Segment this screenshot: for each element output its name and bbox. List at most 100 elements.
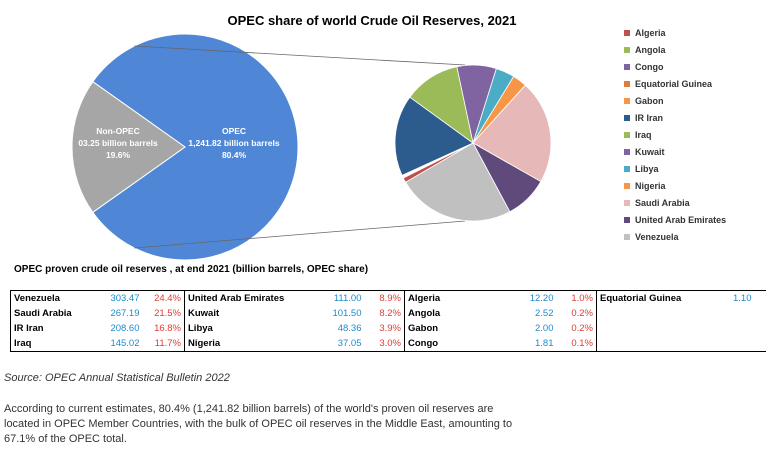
legend-item: Angola xyxy=(624,41,762,58)
chart-title: OPEC share of world Crude Oil Reserves, … xyxy=(227,13,516,28)
description-text: According to current estimates, 80.4% (1… xyxy=(4,403,513,445)
legend-item: Libya xyxy=(624,160,762,177)
source-note: Source: OPEC Annual Statistical Bulletin… xyxy=(4,372,230,384)
pie-slice-venezuela xyxy=(405,142,511,222)
cell-name: Libya xyxy=(188,323,213,334)
cell-name: IR Iran xyxy=(14,323,44,334)
connector-lines xyxy=(134,45,466,249)
main-pie xyxy=(71,33,299,261)
pie-slice-saudi-arabia xyxy=(472,84,552,183)
legend-swatch xyxy=(624,199,630,206)
cell-value: 2.00 xyxy=(535,323,554,334)
cell-name: Congo xyxy=(408,338,439,349)
legend-item: Algeria xyxy=(624,24,762,41)
cell-value: 48.36 xyxy=(337,323,362,334)
legend-swatch xyxy=(624,165,630,172)
pie-of-pie-chart: OPEC share of world Crude Oil Reserves, … xyxy=(71,13,552,261)
table-row: Iraq 145.02 11.7% Nigeria 37.05 3.0% Congo 1.81… xyxy=(11,336,766,352)
cell-name: Kuwait xyxy=(188,308,220,319)
legend-swatch xyxy=(624,46,630,53)
legend-swatch xyxy=(624,29,630,36)
cell-pct xyxy=(755,306,766,321)
cell-pct: 21.5% xyxy=(142,306,185,321)
cell-pct: 3.0% xyxy=(364,336,405,352)
legend-swatch xyxy=(624,63,630,70)
legend-label: Equatorial Guinea xyxy=(635,78,713,89)
data-label: Non-OPEC xyxy=(96,126,139,136)
cell-name: Iraq xyxy=(14,338,32,349)
legend-swatch xyxy=(624,97,630,104)
cell-value: 145.02 xyxy=(110,338,140,349)
legend-swatch xyxy=(624,233,630,240)
table-row: IR Iran 208.60 16.8% Libya 48.36 3.9% Gabon 2.0… xyxy=(11,321,766,336)
legend-item: IR Iran xyxy=(624,109,762,126)
legend-label: Saudi Arabia xyxy=(635,197,690,208)
cell-name: Venezuela xyxy=(14,293,60,304)
cell-name: Saudi Arabia xyxy=(14,308,72,319)
cell-pct: 24.4% xyxy=(142,290,185,306)
pie-slice-non-opec xyxy=(71,80,186,214)
cell-value xyxy=(713,321,755,336)
pie-slice-ir-iran xyxy=(394,96,474,176)
cell-value xyxy=(713,336,755,352)
data-label: 03.25 billion barrels xyxy=(78,138,158,148)
connector-line xyxy=(134,45,466,66)
cell-value: 37.05 xyxy=(337,338,362,349)
data-label: 19.6% xyxy=(106,150,131,160)
cell-name xyxy=(597,336,713,352)
cell-name: Equatorial Guinea xyxy=(600,293,682,304)
table-row: Venezuela 303.47 24.4% United Arab Emirates… xyxy=(11,290,766,307)
cell-pct: 11.7% xyxy=(142,336,185,352)
data-label: 80.4% xyxy=(222,150,247,160)
cell-value: 101.50 xyxy=(332,308,362,319)
legend-label: IR Iran xyxy=(635,112,664,123)
legend-swatch xyxy=(624,131,630,138)
opec-breakdown-pie xyxy=(394,64,552,222)
cell-pct: 8.2% xyxy=(364,306,405,321)
cell-value: 1.10 xyxy=(733,293,752,304)
cell-pct: 0.1% xyxy=(556,336,597,352)
cell-value: 12.20 xyxy=(529,293,554,304)
cell-name: Angola xyxy=(408,308,441,319)
legend-label: Nigeria xyxy=(635,180,666,191)
legend-item: Saudi Arabia xyxy=(624,194,762,211)
cell-name: Algeria xyxy=(408,293,441,304)
legend-label: Iraq xyxy=(635,129,652,140)
cell-pct: 8.9% xyxy=(364,290,405,306)
legend-label: Kuwait xyxy=(635,146,665,157)
legend-swatch xyxy=(624,80,630,87)
legend-item: Congo xyxy=(624,58,762,75)
legend-label: Venezuela xyxy=(635,231,679,242)
pie-slice-iraq xyxy=(409,66,474,144)
cell-name: United Arab Emirates xyxy=(188,293,285,304)
cell-pct xyxy=(755,321,766,336)
cell-value: 303.47 xyxy=(110,293,140,304)
cell-pct: 1.0% xyxy=(556,290,597,306)
data-label: 1,241.82 billion barrels xyxy=(188,138,279,148)
reserves-table: Venezuela 303.47 24.4% United Arab Emirates… xyxy=(10,290,766,352)
cell-value: 111.00 xyxy=(333,293,362,304)
legend-item: Nigeria xyxy=(624,177,762,194)
legend-item: Iraq xyxy=(624,126,762,143)
cell-pct: 0.1% xyxy=(755,291,766,307)
table-row: Saudi Arabia 267.19 21.5% Kuwait 101.50 8.2% A… xyxy=(11,306,766,321)
cell-value: 1.81 xyxy=(535,338,554,349)
cell-name: Nigeria xyxy=(188,338,221,349)
cell-pct: 0.2% xyxy=(556,306,597,321)
main-pie-labels: OPEC 1,241.82 billion barrels 80.4% Non-OPE… xyxy=(78,126,280,160)
cell-pct xyxy=(755,336,766,352)
legend-swatch xyxy=(624,114,630,121)
legend-label: Congo xyxy=(635,61,664,72)
cell-name xyxy=(597,321,713,336)
table-title: OPEC proven crude oil reserves , at end … xyxy=(14,264,369,275)
cell-name: Gabon xyxy=(408,323,439,334)
legend-item: United Arab Emirates xyxy=(624,211,762,228)
legend-item: Gabon xyxy=(624,92,762,109)
legend-swatch xyxy=(624,216,630,223)
legend-item: Kuwait xyxy=(624,143,762,160)
legend-item: Equatorial Guinea xyxy=(624,75,762,92)
cell-pct: 3.9% xyxy=(364,321,405,336)
connector-line xyxy=(134,220,466,249)
cell-value: 2.52 xyxy=(535,308,554,319)
cell-pct: 0.2% xyxy=(556,321,597,336)
